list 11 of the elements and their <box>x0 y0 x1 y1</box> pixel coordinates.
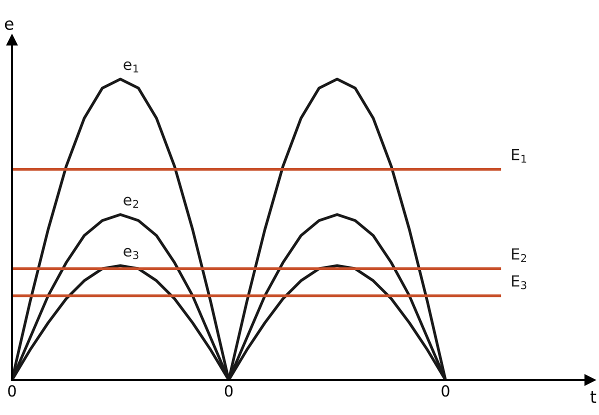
series-label: e$_{3}$ <box>124 248 138 260</box>
series-label: e$_{2}$ <box>124 196 138 208</box>
x-tick-label: 0 <box>224 385 233 397</box>
series-label: E$_{2}$ <box>512 248 526 262</box>
series-label: e$_{1}$ <box>124 61 138 72</box>
x-axis-title: t <box>590 391 596 403</box>
x-tick-label: 0 <box>442 385 450 397</box>
x-tick-label: 0 <box>8 385 16 397</box>
series-label: E$_{1}$ <box>512 149 526 163</box>
series-label: E$_{3}$ <box>512 275 526 290</box>
y-axis-title: e <box>4 20 14 30</box>
